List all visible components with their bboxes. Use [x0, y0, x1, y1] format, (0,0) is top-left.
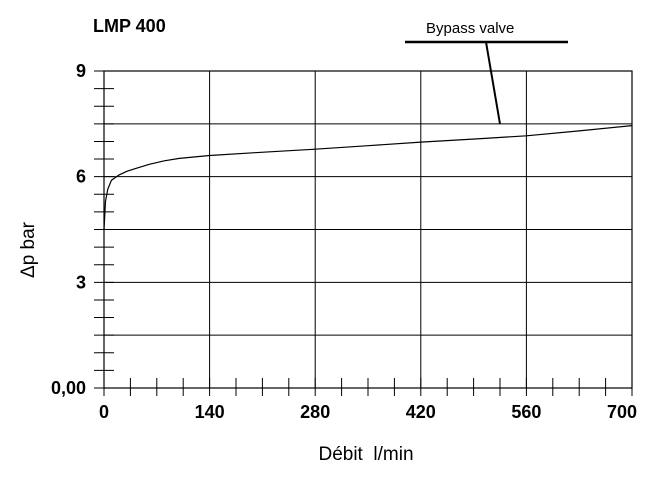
x-tick-label: 560 — [511, 402, 541, 422]
y-tick-labels: 0,00 3 6 9 — [51, 61, 86, 398]
x-tick-label: 700 — [607, 402, 637, 422]
x-tick-label: 140 — [195, 402, 225, 422]
y-axis-label: Δp bar — [18, 221, 39, 278]
y-tick-label: 9 — [76, 61, 86, 81]
minor-ticks — [94, 70, 633, 396]
x-tick-label: 280 — [300, 402, 330, 422]
y-tick-label: 6 — [76, 167, 86, 187]
x-tick-labels: 0 140 280 420 560 700 — [99, 402, 637, 422]
series-line — [103, 125, 633, 230]
annotation-label: Bypass valve — [426, 20, 514, 37]
annotation-leader-line — [485, 41, 501, 125]
x-tick-label: 420 — [406, 402, 436, 422]
chart-title: LMP 400 — [93, 16, 166, 36]
x-tick-label: 0 — [99, 402, 109, 422]
y-tick-label: 0,00 — [51, 378, 86, 398]
grid — [104, 71, 632, 388]
y-tick-label: 3 — [76, 272, 86, 292]
x-axis-label: Débit l/min — [318, 444, 413, 465]
